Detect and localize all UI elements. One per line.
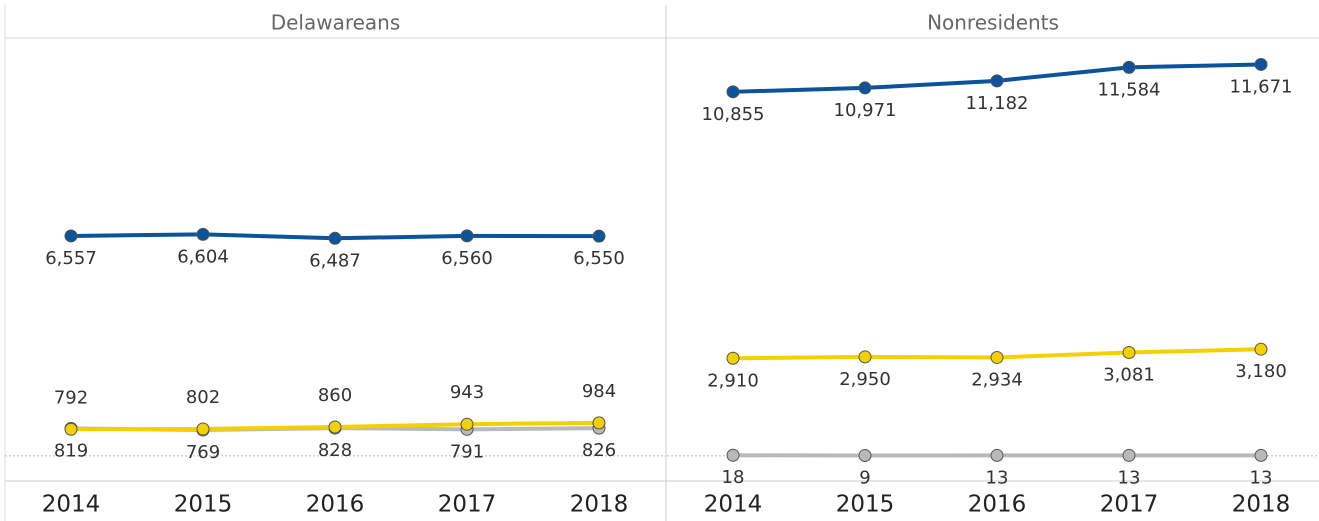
data-label: 6,560 xyxy=(441,248,493,269)
data-label: 11,584 xyxy=(1098,79,1161,100)
data-label: 6,557 xyxy=(45,248,97,269)
data-label: 10,971 xyxy=(834,100,897,121)
data-label: 2,910 xyxy=(707,370,759,391)
data-label: 9 xyxy=(859,468,870,489)
data-label: 2,934 xyxy=(971,369,1023,390)
data-label: 819 xyxy=(54,440,88,461)
point xyxy=(64,422,78,436)
data-label: 18 xyxy=(722,467,745,488)
x-tick-label: 2017 xyxy=(438,492,497,518)
x-tick-label: 2015 xyxy=(836,492,895,518)
point xyxy=(858,81,872,95)
point xyxy=(1254,342,1268,356)
point xyxy=(858,449,872,463)
point xyxy=(726,448,740,462)
data-label: 13 xyxy=(1118,467,1141,488)
point xyxy=(196,227,210,241)
data-label: 802 xyxy=(186,387,220,408)
data-label: 13 xyxy=(986,467,1009,488)
data-label: 769 xyxy=(186,442,220,463)
point xyxy=(726,351,740,365)
data-label: 3,081 xyxy=(1103,365,1155,386)
data-label: 984 xyxy=(582,381,616,402)
point xyxy=(990,448,1004,462)
x-tick-label: 2016 xyxy=(306,492,365,518)
point xyxy=(858,350,872,364)
data-label: 10,855 xyxy=(702,104,765,125)
data-label: 6,550 xyxy=(573,248,625,269)
data-label: 3,180 xyxy=(1235,361,1287,382)
panel-title: Delawareans xyxy=(271,11,401,35)
x-tick-label: 2018 xyxy=(570,492,629,518)
data-label: 828 xyxy=(318,440,352,461)
data-label: 13 xyxy=(1250,467,1273,488)
point xyxy=(328,231,342,245)
point xyxy=(196,422,210,436)
data-label: 11,182 xyxy=(966,93,1029,114)
data-label: 791 xyxy=(450,441,484,462)
data-label: 792 xyxy=(54,387,88,408)
point xyxy=(990,74,1004,88)
point xyxy=(1254,448,1268,462)
data-label: 2,950 xyxy=(839,369,891,390)
point xyxy=(1254,57,1268,71)
x-tick-label: 2014 xyxy=(704,492,763,518)
x-tick-label: 2017 xyxy=(1100,492,1159,518)
point xyxy=(1122,60,1136,74)
x-tick-label: 2014 xyxy=(42,492,101,518)
panel-title: Nonresidents xyxy=(927,11,1059,35)
point xyxy=(1122,448,1136,462)
point xyxy=(328,420,342,434)
point xyxy=(460,417,474,431)
data-label: 943 xyxy=(450,382,484,403)
data-label: 11,671 xyxy=(1230,76,1293,97)
x-tick-label: 2016 xyxy=(968,492,1027,518)
data-label: 6,487 xyxy=(309,250,361,271)
point xyxy=(592,416,606,430)
x-tick-label: 2018 xyxy=(1232,492,1291,518)
data-label: 6,604 xyxy=(177,246,229,267)
point xyxy=(726,85,740,99)
point xyxy=(64,229,78,243)
data-label: 826 xyxy=(582,440,616,461)
point xyxy=(460,229,474,243)
point xyxy=(990,350,1004,364)
data-label: 860 xyxy=(318,385,352,406)
point xyxy=(592,229,606,243)
point xyxy=(1122,346,1136,360)
x-tick-label: 2015 xyxy=(174,492,233,518)
